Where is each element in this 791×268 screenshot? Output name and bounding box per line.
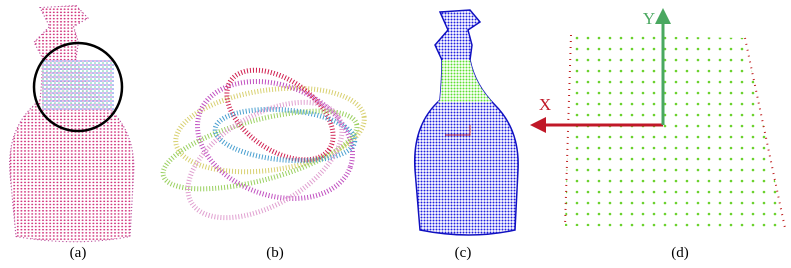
- panel-c: (c): [415, 10, 518, 261]
- figure: (a) (b) (c) X Y (d): [0, 0, 791, 268]
- point-cloud: [10, 5, 134, 241]
- point-cloud: [415, 10, 518, 235]
- panel-d: X Y (d): [530, 8, 785, 261]
- caption: (d): [671, 245, 689, 261]
- axis-label: X: [539, 95, 551, 114]
- caption: (b): [266, 245, 284, 261]
- arrow-head: [530, 117, 546, 133]
- arrow-head: [655, 8, 671, 24]
- panel-a: (a): [10, 5, 134, 261]
- caption: (c): [455, 245, 472, 261]
- page: {"panels": [ {"label": "(a)"}, {"label":…: [0, 0, 791, 268]
- axis-label: Y: [643, 9, 655, 28]
- panel-b: (b): [156, 52, 370, 261]
- point-cloud: [181, 61, 369, 219]
- caption: (a): [70, 245, 87, 261]
- point-cloud: [170, 77, 369, 183]
- point-cloud: [213, 104, 357, 166]
- point-cloud: [565, 35, 785, 228]
- highlight-region: [42, 60, 114, 110]
